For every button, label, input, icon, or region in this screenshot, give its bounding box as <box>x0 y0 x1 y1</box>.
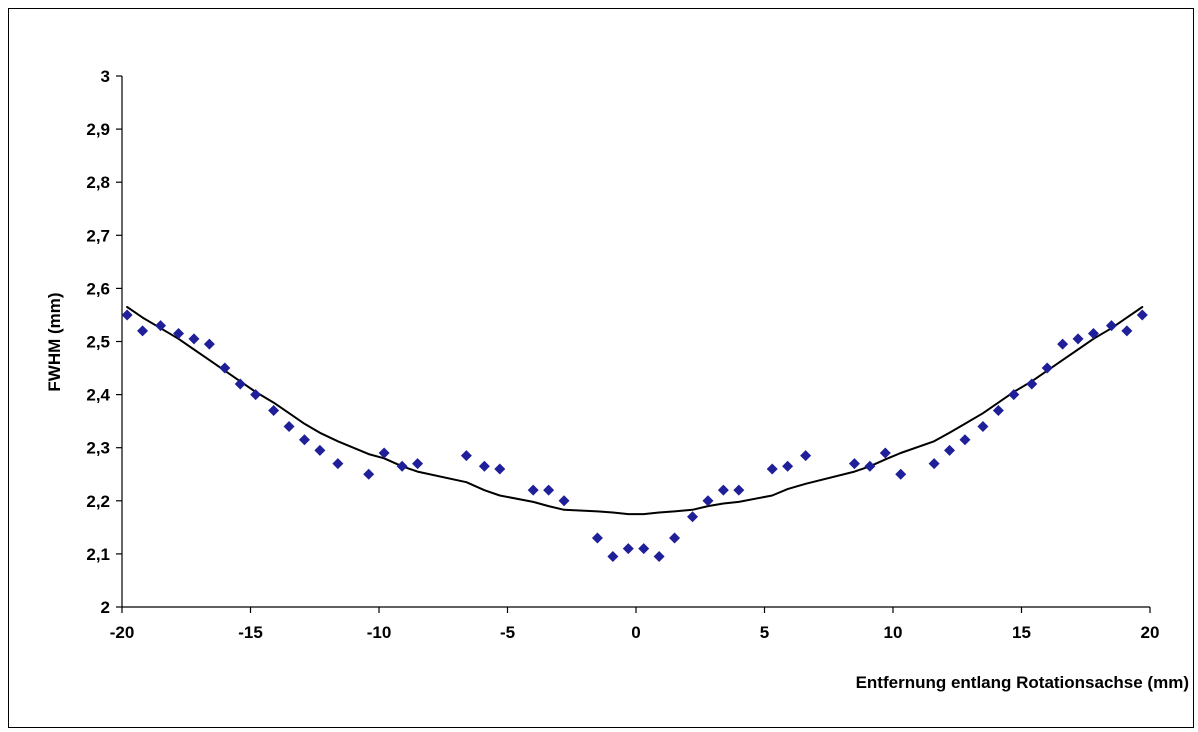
x-tick-label: 15 <box>1012 623 1031 642</box>
data-point <box>895 468 907 480</box>
data-point <box>478 460 490 472</box>
data-point <box>959 434 971 446</box>
x-tick-label: 10 <box>884 623 903 642</box>
data-point <box>607 551 619 563</box>
x-tick-label: 5 <box>760 623 769 642</box>
x-tick-label: -15 <box>238 623 263 642</box>
data-point <box>298 434 310 446</box>
data-point <box>800 450 812 462</box>
data-point <box>1057 338 1069 350</box>
y-tick-label: 2,7 <box>86 226 110 245</box>
chart-frame <box>8 8 1194 728</box>
data-point <box>188 333 200 345</box>
trendline <box>126 306 1144 516</box>
data-point <box>1072 333 1084 345</box>
data-point <box>992 405 1004 417</box>
y-tick-label: 2,3 <box>86 439 110 458</box>
data-point <box>234 378 246 390</box>
x-axis-title: Entfernung entlang Rotationsachse (mm) <box>856 673 1189 692</box>
y-tick-label: 2,1 <box>86 545 110 564</box>
data-point <box>944 444 956 456</box>
data-point <box>622 543 634 555</box>
data-point <box>558 495 570 507</box>
data-point <box>653 551 665 563</box>
data-point <box>543 484 555 496</box>
y-tick-label: 2,2 <box>86 492 110 511</box>
data-point <box>848 458 860 470</box>
data-point <box>864 460 876 472</box>
data-point <box>1026 378 1038 390</box>
data-point <box>977 420 989 432</box>
x-tick-label: -5 <box>500 623 515 642</box>
data-points-layer <box>121 309 1148 563</box>
data-point <box>591 532 603 544</box>
data-point <box>332 458 344 470</box>
data-point <box>219 362 231 374</box>
data-point <box>155 320 167 332</box>
y-tick-label: 2,6 <box>86 279 110 298</box>
data-point <box>314 444 326 456</box>
data-point <box>1041 362 1053 374</box>
data-point <box>879 447 891 459</box>
data-point <box>717 484 729 496</box>
x-tick-label: 20 <box>1141 623 1160 642</box>
data-point <box>363 468 375 480</box>
data-point <box>460 450 472 462</box>
y-tick-label: 3 <box>101 67 110 86</box>
x-tick-label: -20 <box>110 623 135 642</box>
data-point <box>1105 320 1117 332</box>
data-point <box>203 338 215 350</box>
data-point <box>1087 328 1099 340</box>
data-point <box>1136 309 1148 321</box>
data-point <box>766 463 778 475</box>
data-point <box>137 325 149 337</box>
data-point <box>283 420 295 432</box>
x-tick-label: -10 <box>367 623 392 642</box>
data-point <box>378 447 390 459</box>
data-point <box>173 328 185 340</box>
data-point <box>702 495 714 507</box>
y-axis-ticks: 2 2,1 2,2 2,3 2,4 2,5 2,6 2,7 2,8 2,9 3 <box>86 67 122 617</box>
data-point <box>412 458 424 470</box>
data-point <box>396 460 408 472</box>
data-point <box>121 309 133 321</box>
data-point <box>928 458 940 470</box>
y-tick-label: 2,4 <box>86 386 110 405</box>
y-tick-label: 2,8 <box>86 173 110 192</box>
x-axis-ticks: -20 -15 -10 -5 0 5 10 15 20 <box>110 607 1160 642</box>
y-tick-label: 2,5 <box>86 333 110 352</box>
data-point <box>250 389 262 401</box>
data-point <box>268 405 280 417</box>
data-point <box>669 532 681 544</box>
data-point <box>1121 325 1133 337</box>
y-axis-title: FWHM (mm) <box>45 292 64 391</box>
x-tick-label: 0 <box>631 623 640 642</box>
data-point <box>494 463 506 475</box>
data-point <box>687 511 699 523</box>
data-point <box>1008 389 1020 401</box>
data-point <box>733 484 745 496</box>
y-tick-label: 2 <box>101 598 110 617</box>
trendline-layer <box>126 306 1144 516</box>
data-point <box>527 484 539 496</box>
data-point <box>782 460 794 472</box>
y-tick-label: 2,9 <box>86 120 110 139</box>
data-point <box>638 543 650 555</box>
